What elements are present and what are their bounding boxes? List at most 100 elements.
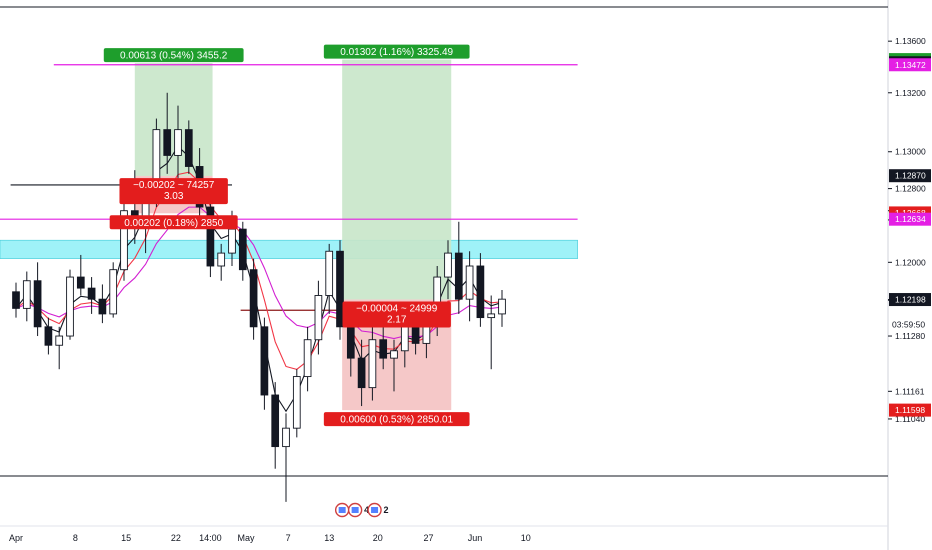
- candle-down[interactable]: [76, 276, 85, 289]
- candle-down[interactable]: [454, 252, 463, 300]
- time-tick-label: 10: [521, 533, 531, 543]
- price-label-bg: [889, 58, 931, 72]
- time-tick-label: 20: [373, 533, 383, 543]
- position-badges-layer: 0.00613 (0.54%) 3455.2 0.00202 (0.18%) 28…: [103, 44, 470, 427]
- candle-up[interactable]: [498, 298, 506, 315]
- cyan-zone: [0, 239, 578, 259]
- price-tick-label: 1.11040: [895, 414, 925, 424]
- candle-down[interactable]: [98, 298, 107, 315]
- price-label-text: 1.11598: [895, 405, 925, 415]
- zones-layer: [0, 239, 578, 259]
- target-label: 0.00613 (0.54%) 3455.2: [120, 51, 228, 62]
- flag-icon: [338, 507, 346, 513]
- bar-countdown: 03:59:50: [892, 320, 925, 330]
- price-tick-label: 1.12000: [895, 257, 926, 267]
- time-tick-label: 7: [286, 533, 291, 543]
- center-label-risk: −0.00202 ~ 74257: [133, 180, 215, 191]
- candle-up[interactable]: [487, 313, 496, 319]
- price-tick-label: 1.13000: [895, 147, 926, 157]
- candle-up[interactable]: [325, 250, 334, 296]
- candle-down[interactable]: [33, 280, 42, 328]
- candle-down[interactable]: [260, 326, 269, 396]
- price-axis-bg: [888, 0, 932, 550]
- ema-medium-line: [15, 171, 503, 370]
- time-tick-label: 13: [324, 533, 334, 543]
- candle-up[interactable]: [174, 129, 182, 156]
- candle-up[interactable]: [120, 210, 128, 271]
- time-tick-label: 8: [73, 533, 78, 543]
- price-label-text: 1.12870: [895, 171, 926, 181]
- candle-down[interactable]: [44, 326, 53, 346]
- candle-up[interactable]: [303, 339, 312, 378]
- target-label-bg: [323, 44, 470, 59]
- price-label-bg: [889, 293, 931, 307]
- candles-layer: [12, 92, 506, 502]
- price-tick-label: 1.12800: [895, 184, 926, 194]
- time-tick-label: 22: [171, 533, 181, 543]
- candle-up[interactable]: [66, 276, 74, 337]
- candle-up[interactable]: [292, 376, 301, 429]
- candle-up[interactable]: [422, 326, 431, 344]
- candle-up[interactable]: [55, 335, 64, 346]
- profit-zone[interactable]: [342, 59, 452, 300]
- time-tick-label: Jun: [468, 533, 483, 543]
- candle-down[interactable]: [238, 228, 247, 271]
- moving-averages-layer: [15, 145, 503, 413]
- candle-up[interactable]: [314, 295, 323, 341]
- candle-down[interactable]: [12, 291, 20, 309]
- candle-down[interactable]: [249, 269, 258, 328]
- stop-label: 0.00202 (0.18%) 2850: [124, 218, 223, 229]
- candle-up[interactable]: [217, 252, 226, 267]
- price-tick-label: 1.11280: [895, 331, 925, 341]
- candle-down[interactable]: [346, 326, 355, 359]
- profit-zone[interactable]: [134, 63, 213, 177]
- candle-down[interactable]: [184, 129, 193, 167]
- ema-slow-line: [15, 206, 503, 340]
- candle-up[interactable]: [465, 265, 474, 300]
- price-tick-label: 1.13600: [895, 36, 926, 46]
- center-label-risk: −0.00004 ~ 24999: [356, 304, 438, 315]
- price-label-text: 1.12634: [895, 214, 926, 224]
- candle-down[interactable]: [163, 129, 172, 156]
- candle-up[interactable]: [109, 269, 118, 315]
- candle-up[interactable]: [444, 252, 452, 278]
- event-count: 2: [384, 505, 389, 515]
- event-count: 4: [364, 505, 369, 515]
- time-tick-label: 27: [424, 533, 434, 543]
- flag-icon: [371, 507, 379, 513]
- candle-down[interactable]: [476, 265, 485, 319]
- price-label-text: 1.13472: [895, 60, 926, 70]
- stop-label-bg: [323, 412, 470, 427]
- candle-down[interactable]: [87, 287, 96, 300]
- candle-down[interactable]: [357, 357, 366, 389]
- price-label-bg: [889, 212, 931, 226]
- time-tick-label: 14:00: [199, 533, 222, 543]
- candle-down[interactable]: [271, 394, 280, 448]
- candle-down[interactable]: [336, 250, 344, 328]
- time-tick-label: 15: [121, 533, 131, 543]
- price-tick-label: 1.13200: [895, 88, 926, 98]
- stop-label-bg: [109, 215, 238, 230]
- candle-up[interactable]: [368, 339, 377, 389]
- target-label: 0.01302 (1.16%) 3325.49: [340, 47, 453, 58]
- time-tick-label: Apr: [9, 533, 23, 543]
- time-tick-label: May: [238, 533, 256, 543]
- candle-up[interactable]: [22, 280, 31, 309]
- price-label-bg: [889, 169, 931, 183]
- candle-up[interactable]: [228, 228, 236, 254]
- candle-down[interactable]: [379, 339, 388, 359]
- price-label-text: 1.12198: [895, 295, 926, 305]
- center-label-ratio: 2.17: [387, 315, 407, 326]
- center-label-bg: [119, 178, 228, 205]
- target-label-bg: [103, 48, 244, 63]
- candle-up[interactable]: [390, 350, 398, 359]
- center-label-ratio: 3.03: [164, 191, 184, 202]
- events-layer: 942: [334, 502, 389, 518]
- stop-label: 0.00600 (0.53%) 2850.01: [340, 415, 453, 426]
- candle-down[interactable]: [206, 206, 215, 267]
- candle-up[interactable]: [282, 427, 290, 448]
- flag-icon: [351, 507, 359, 513]
